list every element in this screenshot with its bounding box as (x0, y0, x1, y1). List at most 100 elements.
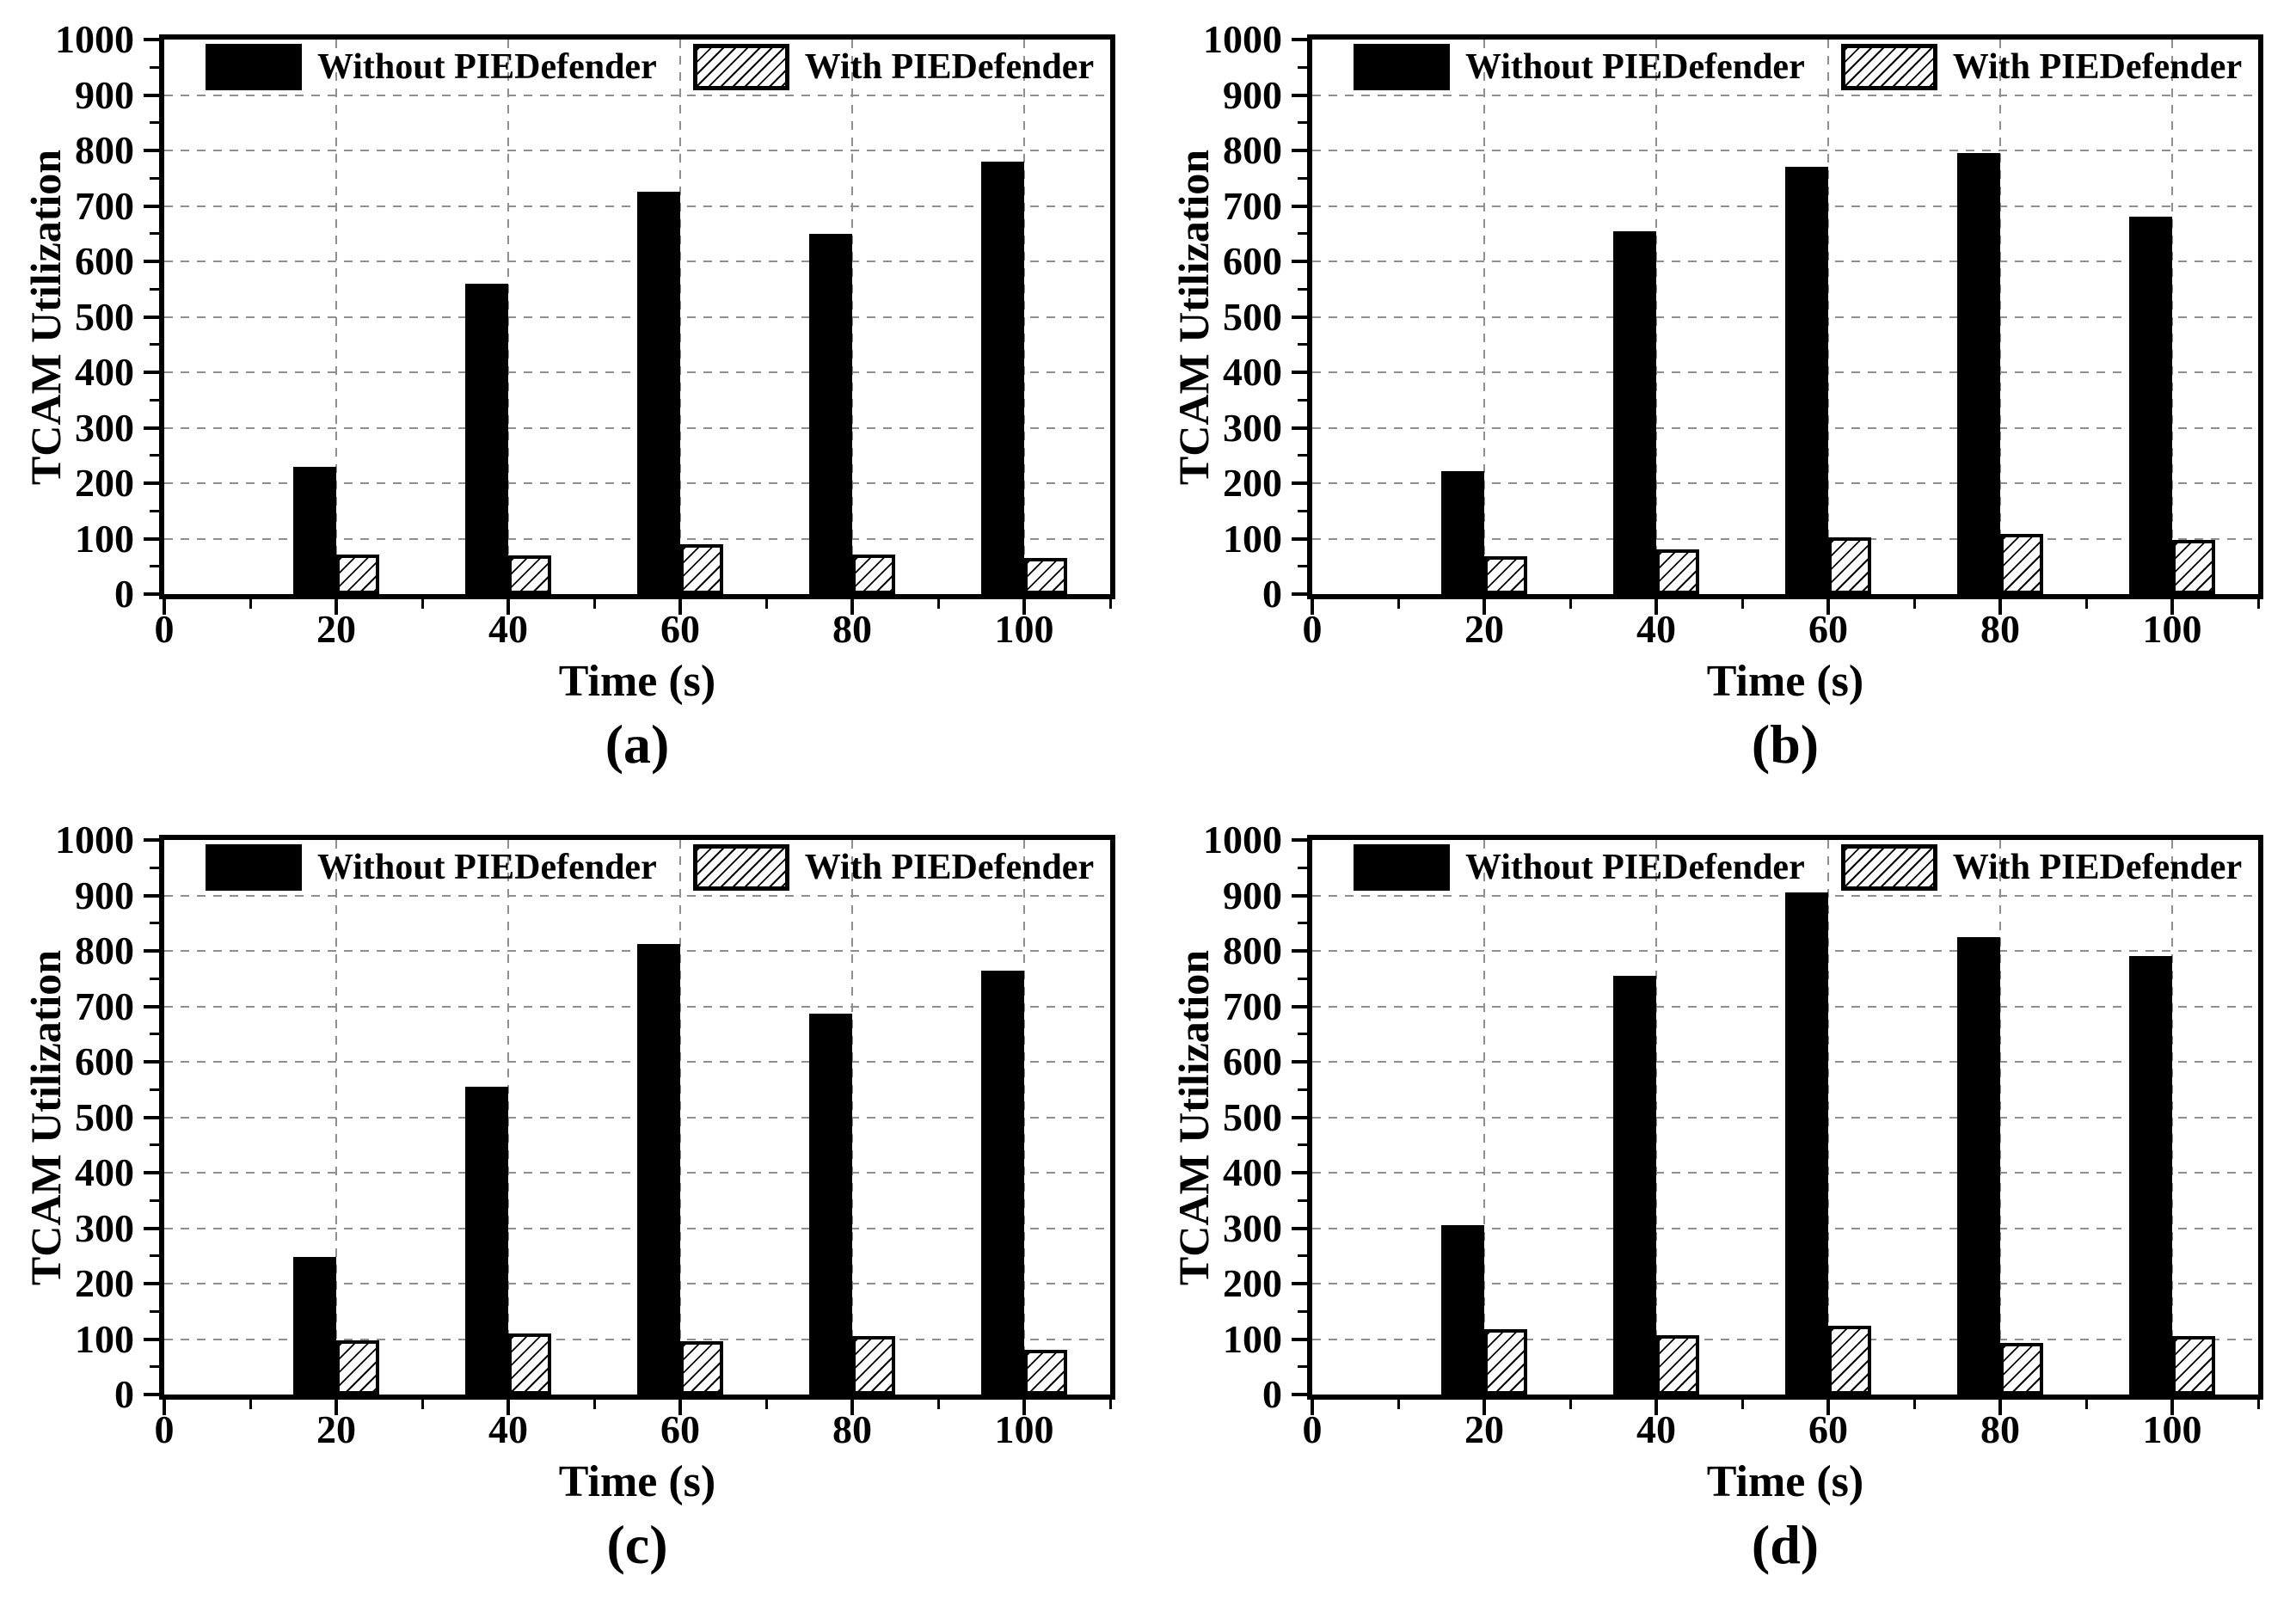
y-axis-minor-tick (1298, 977, 1307, 980)
y-axis-minor-tick (1298, 509, 1307, 512)
y-axis-title: TCAM Utilization (21, 149, 70, 485)
y-axis-minor-tick (1298, 343, 1307, 346)
x-gridline (1023, 840, 1025, 1395)
chart-panel-a: 0 100 200 300 400 500 600 700 800 900 1000 0 20 40 60 8… (0, 0, 1148, 800)
legend-label-without: Without PIEDefender (317, 47, 657, 87)
x-axis-minor-tick (1569, 599, 1572, 609)
y-axis-minor-tick (150, 565, 159, 568)
legend: Without PIEDefender With PIEDefender (1354, 44, 2242, 90)
subplot-label: (a) (605, 714, 670, 775)
x-tick-label: 60 (660, 607, 700, 651)
y-axis-tick (1292, 838, 1307, 842)
y-tick-label: 1000 (55, 818, 134, 861)
x-gridline (679, 40, 681, 594)
x-axis-minor-tick (936, 1400, 940, 1409)
x-axis-tick (678, 1400, 682, 1415)
x-axis-title: Time (s) (1706, 1457, 1864, 1506)
bar-with-piedefender (852, 1336, 895, 1395)
y-tick-label: 600 (1223, 239, 1282, 283)
y-axis-tick (144, 204, 159, 208)
x-axis-minor-tick (421, 599, 424, 609)
y-axis-minor-tick (1298, 1198, 1307, 1202)
x-axis-tick (850, 599, 854, 615)
bar-with-piedefender (1024, 1350, 1067, 1395)
y-axis-minor-tick (1298, 1309, 1307, 1313)
y-axis-tick (1292, 260, 1307, 263)
bar-with-piedefender (508, 1333, 551, 1395)
y-axis-minor-tick (1298, 176, 1307, 180)
y-axis-tick (144, 1115, 159, 1119)
y-axis-minor-tick (150, 65, 159, 69)
x-gridline (335, 40, 337, 594)
y-axis-tick (144, 149, 159, 152)
y-axis-minor-tick (150, 1198, 159, 1202)
x-tick-label: 40 (1636, 1407, 1676, 1451)
x-axis-tick (506, 599, 510, 615)
x-axis-minor-tick (2084, 599, 2088, 609)
y-axis-minor-tick (150, 343, 159, 346)
x-axis-title: Time (s) (558, 1457, 716, 1506)
bar-without-piedefender (1785, 167, 1828, 594)
y-tick-label: 100 (75, 516, 134, 561)
y-tick-label: 1000 (55, 17, 134, 61)
y-axis-minor-tick (1298, 454, 1307, 457)
x-tick-label: 100 (994, 607, 1054, 651)
y-tick-label: 500 (75, 1094, 134, 1139)
y-axis-tick (144, 893, 159, 898)
y-axis-minor-tick (150, 454, 159, 457)
legend-label-with: With PIEDefender (1952, 848, 2243, 887)
y-axis-minor-tick (1298, 65, 1307, 69)
y-tick-label: 700 (1223, 984, 1282, 1028)
x-axis-tick (335, 599, 338, 615)
y-axis-minor-tick (1298, 565, 1307, 568)
x-tick-label: 20 (1464, 607, 1504, 651)
bar-with-piedefender (336, 1340, 379, 1395)
x-gridline (1999, 840, 2001, 1395)
legend-swatch-solid (206, 844, 302, 891)
y-axis-minor-tick (150, 232, 159, 236)
x-tick-label: 80 (832, 607, 872, 651)
y-axis-tick (1292, 426, 1307, 430)
x-axis-tick (1311, 599, 1314, 615)
legend-swatch-hatched (692, 44, 789, 90)
x-gridline (1655, 840, 1657, 1395)
y-tick-label: 700 (75, 984, 134, 1028)
y-axis-tick (1292, 1004, 1307, 1008)
y-axis-tick (1292, 536, 1307, 541)
y-tick-label: 200 (75, 461, 134, 505)
x-tick-label: 100 (994, 1407, 1054, 1451)
y-axis-minor-tick (1298, 287, 1307, 291)
chart-panel-c: 0 100 200 300 400 500 600 700 800 900 1000 0 20 40 60 8… (0, 800, 1148, 1600)
y-tick-label: 0 (114, 572, 134, 616)
bar-with-piedefender (2172, 539, 2215, 594)
bar-without-piedefender (293, 466, 336, 594)
bar-without-piedefender (465, 283, 508, 594)
y-axis-tick (1292, 1060, 1307, 1064)
bar-with-piedefender (852, 554, 895, 594)
bar-without-piedefender (1441, 470, 1484, 594)
x-tick-label: 40 (1636, 607, 1676, 651)
y-gridline (1312, 94, 2258, 96)
y-tick-label: 1000 (1203, 17, 1282, 61)
bar-with-piedefender (336, 554, 379, 594)
y-axis-tick (1292, 1171, 1307, 1174)
y-axis-tick (144, 536, 159, 541)
x-gridline (1023, 40, 1025, 594)
y-axis-minor-tick (1298, 1088, 1307, 1091)
bar-without-piedefender (293, 1257, 336, 1395)
y-axis-minor-tick (150, 1088, 159, 1091)
y-tick-label: 400 (1223, 350, 1282, 394)
bar-without-piedefender (1785, 892, 1828, 1395)
x-axis-tick (1998, 1400, 2002, 1415)
y-axis-minor-tick (1298, 866, 1307, 869)
y-axis-title: TCAM Utilization (21, 949, 70, 1285)
y-axis-tick (1292, 1115, 1307, 1119)
x-axis-tick (2170, 1400, 2174, 1415)
y-tick-label: 200 (75, 1261, 134, 1305)
y-tick-label: 0 (1262, 1372, 1282, 1416)
plot-area: 0 100 200 300 400 500 600 700 800 900 1000 0 20 40 60 8… (1169, 818, 2263, 1575)
y-tick-label: 800 (1223, 128, 1282, 172)
y-axis-title: TCAM Utilization (1169, 949, 1218, 1285)
y-axis-minor-tick (1298, 1143, 1307, 1147)
bar-with-piedefender (1484, 556, 1527, 594)
